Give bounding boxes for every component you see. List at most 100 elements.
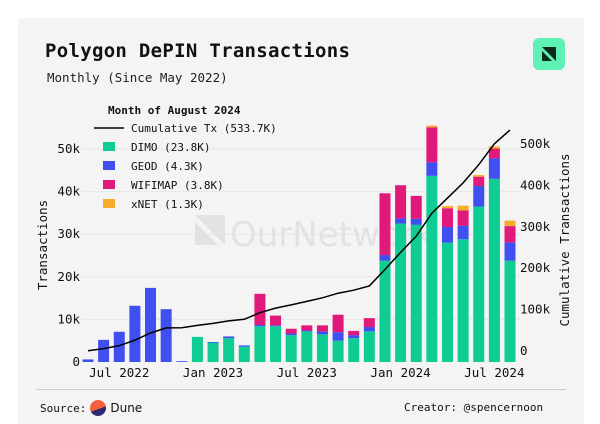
source-label: Source: (40, 401, 87, 415)
legend-swatch-dimo (103, 142, 115, 151)
chart-subtitle: Monthly (Since May 2022) (47, 70, 228, 85)
y2-tick-label: 500k (520, 136, 551, 151)
bar-dimo (207, 342, 219, 362)
bar-dimo (488, 178, 500, 362)
creator: Creator: @spencernoon (404, 401, 544, 414)
bar-geod (395, 218, 407, 224)
bar-wifimap (270, 315, 282, 326)
bar-geod (488, 158, 500, 179)
bar-dimo (316, 334, 328, 362)
bar-geod (379, 255, 391, 261)
cumulative-line (87, 129, 511, 352)
bar-xnet (457, 205, 469, 211)
source: Source: Dune (40, 400, 142, 416)
x-tick-label: Jan 2023 (183, 365, 243, 380)
y2-tick-label: 0 (520, 343, 528, 358)
bar-xnet (426, 125, 438, 128)
bar-wifimap (488, 148, 500, 159)
bar-wifimap (395, 185, 407, 219)
bar-geod (301, 330, 313, 332)
bar-geod (223, 336, 235, 339)
bar-dimo (473, 206, 485, 362)
bar-geod (113, 331, 125, 362)
bar-geod (332, 332, 344, 341)
legend-item-geod: GEOD (4.3K) (131, 160, 204, 173)
bar-dimo (410, 224, 422, 362)
bar-wifimap (426, 127, 438, 163)
bar-wifimap (363, 318, 375, 328)
dune-logo-icon (90, 400, 107, 416)
bar-geod (426, 162, 438, 176)
x-tick-label: Jul 2022 (89, 365, 149, 380)
bar-xnet (488, 146, 500, 149)
x-tick-label: Jul 2024 (464, 365, 524, 380)
chart-title: Polygon DePIN Transactions (45, 40, 351, 62)
bar-dimo (457, 239, 469, 362)
bar-geod (160, 309, 172, 362)
ournetwork-logo-icon (533, 38, 565, 70)
legend-item-cumulative: Cumulative Tx (533.7K) (131, 122, 277, 135)
legend-swatch-geod (103, 161, 115, 170)
y-tick-label: 50k (57, 141, 80, 156)
bar-dimo (426, 175, 438, 362)
bar-dimo (332, 340, 344, 362)
bar-geod (129, 305, 141, 362)
y-tick-label: 20k (57, 269, 80, 284)
bar-geod (410, 218, 422, 225)
bar-geod (82, 359, 94, 362)
footer-divider (36, 389, 566, 390)
bar-geod (504, 242, 516, 261)
bar-xnet (473, 174, 485, 177)
bar-dimo (191, 336, 203, 362)
bar-wifimap (504, 226, 516, 243)
bar-wifimap (254, 293, 266, 325)
bar-dimo (363, 331, 375, 362)
bar-geod (285, 333, 297, 336)
source-name[interactable]: Dune (110, 401, 143, 415)
y-tick-label: 10k (57, 311, 80, 326)
legend-item-wifimap: WIFIMAP (3.8K) (131, 179, 224, 192)
bar-dimo (395, 223, 407, 362)
legend-item-xnet: xNET (1.3K) (131, 198, 204, 211)
legend-swatch-wifimap (103, 180, 115, 189)
bar-dimo (254, 326, 266, 362)
bar-dimo (504, 260, 516, 362)
bar-geod (176, 361, 188, 362)
bar-wifimap (316, 325, 328, 332)
bar-dimo (285, 335, 297, 362)
bar-geod (457, 225, 469, 240)
y-tick-label: 40k (57, 184, 80, 199)
bar-dimo (238, 346, 250, 362)
bar-wifimap (379, 193, 391, 256)
y-axis-title: Transactions (35, 200, 50, 290)
y2-tick-label: 200k (520, 260, 551, 275)
bar-geod (316, 331, 328, 335)
bar-geod (207, 341, 219, 343)
bar-dimo (441, 242, 453, 362)
bar-dimo (270, 326, 282, 362)
bar-geod (145, 287, 157, 362)
bar-geod (363, 327, 375, 332)
bar-dimo (301, 331, 313, 362)
x-tick-label: Jul 2023 (277, 365, 337, 380)
bar-wifimap (441, 208, 453, 227)
bar-wifimap (348, 330, 360, 336)
y2-tick-label: 300k (520, 219, 551, 234)
bar-wifimap (410, 195, 422, 219)
bar-wifimap (285, 328, 297, 334)
x-tick-label: Jan 2024 (370, 365, 430, 380)
bar-geod (473, 186, 485, 207)
watermark-logo-icon (195, 215, 225, 245)
bar-xnet (441, 206, 453, 209)
bar-dimo (379, 260, 391, 362)
legend-item-dimo: DIMO (23.8K) (131, 141, 210, 154)
y-tick-label: 30k (57, 226, 80, 241)
bar-geod (348, 335, 360, 339)
bar-geod (238, 345, 250, 347)
y2-tick-label: 400k (520, 177, 551, 192)
legend-swatch-xnet (103, 199, 115, 208)
bar-dimo (223, 338, 235, 362)
bar-wifimap (301, 325, 313, 331)
legend-title: Month of August 2024 (108, 104, 241, 117)
